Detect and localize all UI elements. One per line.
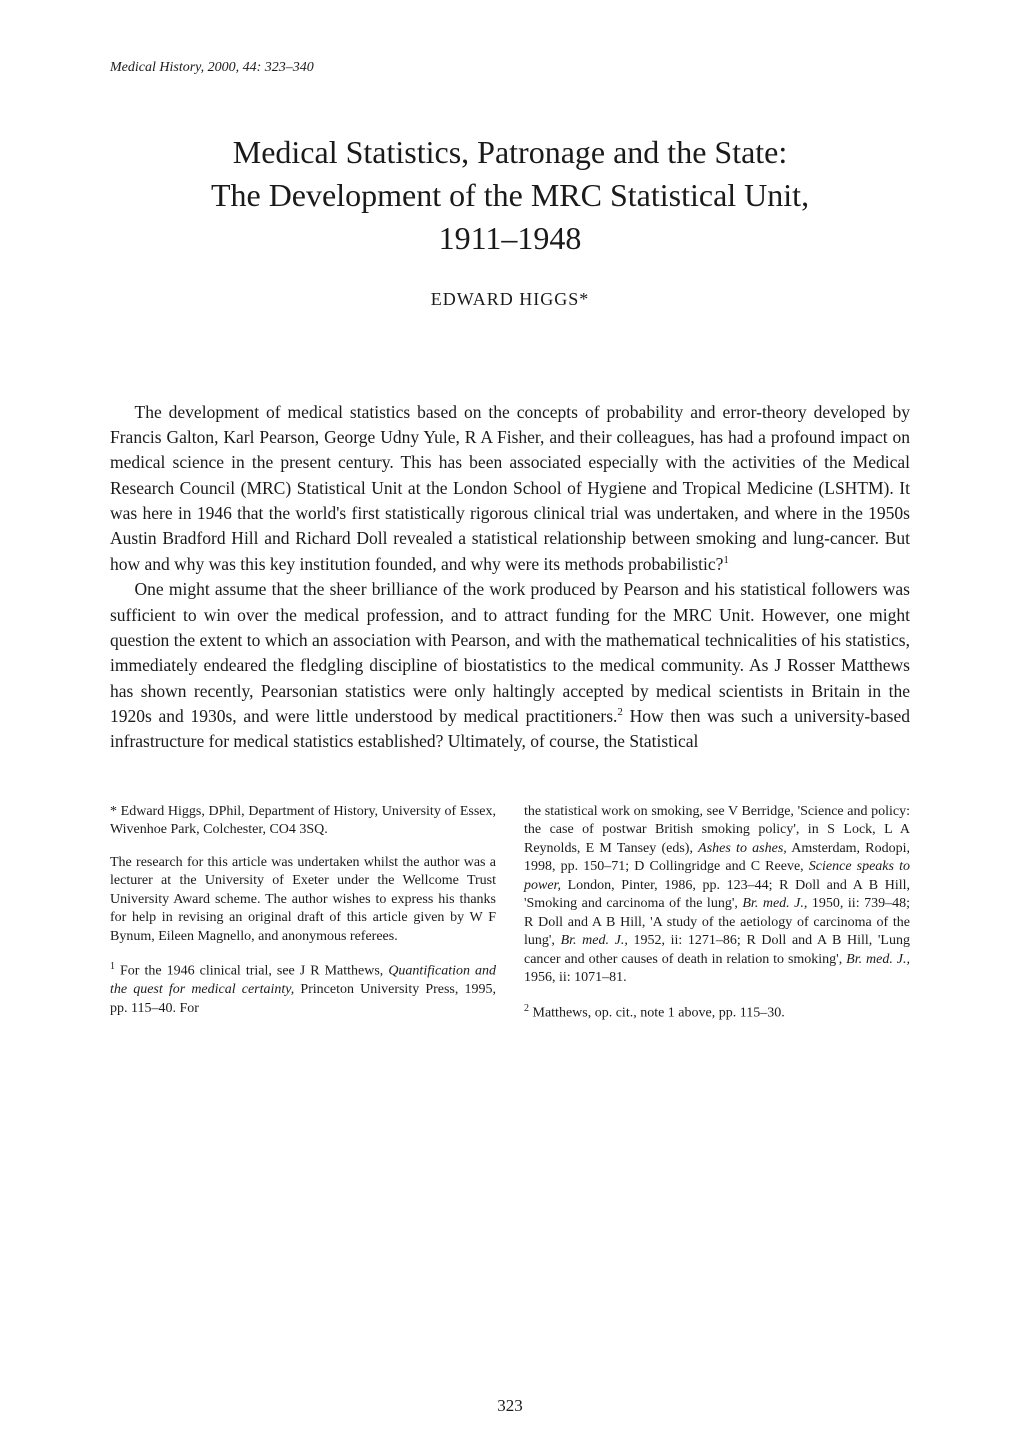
title-line-3: 1911–1948: [439, 220, 582, 256]
fn1r-i4: Br. med. J.,: [561, 933, 628, 948]
footnote-1-left: 1 For the 1946 clinical trial, see J R M…: [110, 960, 496, 1018]
page-number: 323: [0, 1396, 1020, 1416]
p1-text: The development of medical statistics ba…: [110, 402, 910, 574]
footnote-ref-1: 1: [723, 554, 729, 566]
affiliation-note: * Edward Higgs, DPhil, Department of His…: [110, 803, 496, 840]
fn1-text-a: For the 1946 clinical trial, see J R Mat…: [115, 964, 388, 979]
footnote-1-right: the statistical work on smoking, see V B…: [524, 803, 910, 988]
title-line-2: The Development of the MRC Statistical U…: [211, 177, 809, 213]
fn1r-i3: Br. med. J.,: [742, 896, 807, 911]
fn1r-f: 1956, ii: 1071–81.: [524, 970, 627, 985]
footnote-column-left: * Edward Higgs, DPhil, Department of His…: [110, 803, 496, 1037]
title-line-1: Medical Statistics, Patronage and the St…: [233, 134, 788, 170]
article-title: Medical Statistics, Patronage and the St…: [110, 131, 910, 261]
fn1r-i5: Br. med. J.,: [846, 952, 910, 967]
footnotes: * Edward Higgs, DPhil, Department of His…: [110, 803, 910, 1037]
running-head: Medical History, 2000, 44: 323–340: [110, 60, 910, 76]
p2-text-a: One might assume that the sheer brillian…: [110, 579, 910, 726]
paragraph-2: One might assume that the sheer brillian…: [110, 577, 910, 755]
footnote-2: 2 Matthews, op. cit., note 1 above, pp. …: [524, 1002, 910, 1023]
fn2-text: Matthews, op. cit., note 1 above, pp. 11…: [529, 1005, 785, 1020]
author-name: EDWARD HIGGS*: [110, 289, 910, 310]
body-text: The development of medical statistics ba…: [110, 400, 910, 755]
fn1r-i1: Ashes to ashes,: [698, 841, 787, 856]
acknowledgement-note: The research for this article was undert…: [110, 854, 496, 946]
paragraph-1: The development of medical statistics ba…: [110, 400, 910, 578]
footnote-column-right: the statistical work on smoking, see V B…: [524, 803, 910, 1037]
